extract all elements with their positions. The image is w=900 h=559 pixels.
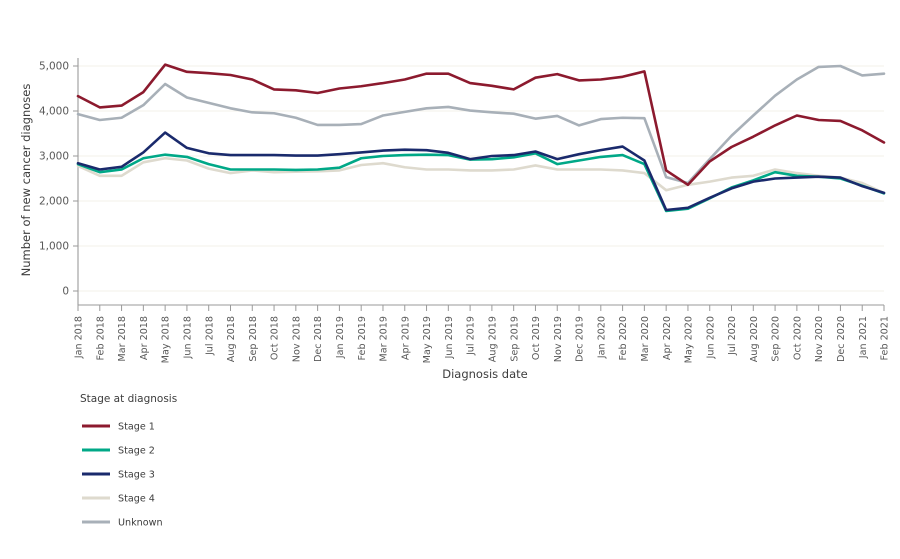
legend-label-stage-1[interactable]: Stage 1 [118, 421, 155, 432]
x-tick-label: Jan 2018 [74, 316, 85, 359]
x-tick-label: Jul 2018 [204, 316, 215, 356]
x-tick-label: May 2019 [422, 316, 433, 363]
x-tick-label: Aug 2020 [749, 316, 760, 362]
x-tick-label: Mar 2018 [117, 316, 128, 362]
x-tick-label: Apr 2018 [139, 316, 150, 360]
legend: Stage 1 Stage 2 Stage 3 Stage 4 Unknown [82, 421, 163, 528]
x-tick-label: Dec 2020 [836, 316, 847, 362]
legend-label-stage-4[interactable]: Stage 4 [118, 493, 155, 504]
y-tick-label: 3,000 [39, 151, 69, 163]
x-tick-label: Jun 2019 [444, 316, 455, 359]
x-tick-label: Sep 2019 [509, 316, 520, 362]
series-line-stage-3 [76, 131, 886, 212]
x-tick-label: Feb 2018 [95, 316, 106, 360]
x-tick-label: Aug 2018 [226, 316, 237, 362]
series-line-stage-1 [76, 63, 886, 187]
x-tick-label: Nov 2020 [814, 316, 825, 362]
x-tick-label: Aug 2019 [487, 316, 498, 362]
y-axis-ticks: 0 1,000 2,000 3,000 4,000 5,000 [39, 61, 78, 298]
x-tick-label: Jan 2019 [335, 316, 346, 359]
x-tick-label: Jul 2020 [727, 316, 738, 356]
x-tick-label: Mar 2019 [379, 316, 390, 362]
x-tick-label: Oct 2018 [270, 316, 281, 360]
x-tick-label: Nov 2018 [291, 316, 302, 362]
y-tick-label: 2,000 [39, 196, 69, 208]
x-tick-label: Apr 2020 [662, 316, 673, 360]
x-tick-label: May 2018 [161, 316, 172, 363]
x-tick-label: Jan 2021 [858, 316, 869, 359]
legend-label-stage-3[interactable]: Stage 3 [118, 469, 155, 480]
x-tick-label: Jun 2020 [705, 316, 716, 359]
x-tick-label: Dec 2019 [575, 316, 586, 362]
y-tick-label: 5,000 [39, 61, 69, 73]
x-tick-label: Oct 2019 [531, 316, 542, 360]
y-tick-label: 1,000 [39, 241, 69, 253]
x-tick-label: Dec 2018 [313, 316, 324, 362]
series-line-unknown [76, 64, 886, 185]
axes [77, 58, 884, 306]
x-tick-label: Jan 2020 [596, 316, 607, 359]
legend-label-unknown[interactable]: Unknown [118, 517, 163, 528]
x-tick-label: Feb 2019 [357, 316, 368, 360]
x-axis-ticks: Jan 2018 Feb 2018 Mar 2018 Apr 2018 May 2018… [74, 305, 891, 363]
x-tick-label: Sep 2018 [248, 316, 259, 362]
legend-label-stage-2[interactable]: Stage 2 [118, 445, 155, 456]
x-tick-label: Jun 2018 [183, 316, 194, 359]
y-axis-title: Number of new cancer diagnoses [19, 84, 33, 277]
legend-title: Stage at diagnosis [80, 393, 177, 405]
series-line-stage-2 [76, 152, 886, 213]
x-tick-label: Sep 2020 [771, 316, 782, 362]
data-series [76, 63, 886, 213]
x-tick-label: Nov 2019 [553, 316, 564, 362]
x-tick-label: Oct 2020 [792, 316, 803, 360]
y-tick-label: 0 [62, 286, 69, 298]
x-tick-label: Feb 2021 [880, 316, 891, 360]
x-tick-label: Mar 2020 [640, 316, 651, 362]
x-tick-label: Jul 2019 [466, 316, 477, 356]
x-tick-label: Apr 2019 [400, 316, 411, 360]
y-tick-label: 4,000 [39, 106, 69, 118]
series-line-stage-4 [76, 156, 886, 195]
x-tick-label: Feb 2020 [618, 316, 629, 360]
x-axis-title: Diagnosis date [442, 367, 528, 381]
x-tick-label: May 2020 [684, 316, 695, 363]
